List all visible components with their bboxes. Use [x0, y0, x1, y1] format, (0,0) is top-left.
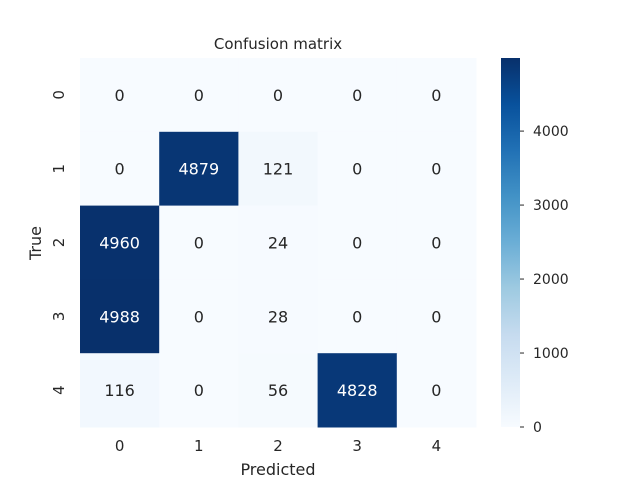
cell-value-label: 0 [431, 160, 441, 179]
y-axis-ticks: 0 1 2 3 4 [50, 90, 68, 395]
heatmap-cell [80, 131, 160, 207]
heatmap-cell [396, 205, 477, 280]
cell-value-label: 0 [115, 160, 125, 179]
heatmap-cell [159, 205, 239, 280]
y-tick-label: 1 [50, 164, 68, 174]
y-tick-label: 2 [50, 238, 68, 248]
heatmap-cell [159, 58, 239, 133]
cell-value-label: 0 [352, 307, 362, 326]
heatmap-cell [396, 279, 477, 354]
cell-value-label: 121 [263, 160, 294, 179]
heatmap-cell [396, 353, 477, 428]
cell-value-label: 0 [194, 86, 204, 105]
colorbar-tick-label: 2000 [533, 272, 569, 288]
y-tick-label: 4 [50, 385, 68, 395]
heatmap-cell [159, 353, 239, 428]
heatmap-cell [317, 353, 398, 428]
heatmap-cell [317, 58, 398, 133]
cell-value-label: 28 [268, 307, 288, 326]
cell-value-label: 0 [352, 86, 362, 105]
cell-value-label: 0 [431, 234, 441, 253]
heatmap-cell-labels: 0 0 0 0 0 0 4879 121 0 0 4960 0 24 0 0 4988 0 28 0 0 116 0 56 4… [99, 86, 441, 400]
heatmap-cells [80, 58, 477, 428]
heatmap-cell [396, 58, 477, 133]
heatmap-cell [317, 205, 398, 280]
heatmap-cell [159, 279, 239, 354]
colorbar-tick-label: 4000 [533, 124, 569, 140]
cell-value-label: 0 [431, 307, 441, 326]
colorbar [501, 58, 520, 427]
heatmap-cell [80, 279, 160, 354]
y-tick-label: 3 [50, 312, 68, 322]
x-axis-ticks: 0 1 2 3 4 [115, 437, 441, 455]
cell-value-label: 4960 [99, 234, 140, 253]
x-tick-label: 0 [115, 437, 125, 455]
cell-value-label: 4879 [178, 160, 219, 179]
heatmap-cell [80, 58, 160, 133]
x-tick-label: 1 [194, 437, 204, 455]
heatmap-cell [80, 205, 160, 280]
cell-value-label: 0 [194, 234, 204, 253]
colorbar-tick-label: 1000 [533, 346, 569, 362]
cell-value-label: 4828 [337, 381, 378, 400]
heatmap-cell [396, 131, 477, 207]
cell-value-label: 116 [104, 381, 135, 400]
colorbar-tick-label: 3000 [533, 198, 569, 214]
cell-value-label: 0 [352, 160, 362, 179]
cell-value-label: 56 [268, 381, 288, 400]
x-tick-label: 4 [432, 437, 442, 455]
cell-value-label: 0 [431, 86, 441, 105]
cell-value-label: 0 [352, 234, 362, 253]
heatmap-cell [238, 131, 319, 207]
y-axis-label: True [26, 226, 45, 261]
x-axis-label: Predicted [240, 460, 315, 479]
cell-value-label: 0 [431, 381, 441, 400]
heatmap-cell [159, 131, 239, 207]
cell-value-label: 0 [194, 381, 204, 400]
cell-value-label: 0 [273, 86, 283, 105]
chart-title: Confusion matrix [214, 35, 342, 53]
heatmap-cell [238, 279, 319, 354]
heatmap-cell [238, 205, 319, 280]
heatmap-cell [238, 58, 319, 133]
cell-value-label: 0 [194, 307, 204, 326]
colorbar-ticks: 0 1000 2000 3000 4000 [520, 124, 569, 436]
y-tick-label: 0 [50, 90, 68, 100]
x-tick-label: 2 [273, 437, 283, 455]
cell-value-label: 4988 [99, 307, 140, 326]
heatmap-cell [80, 353, 160, 428]
x-tick-label: 3 [352, 437, 362, 455]
cell-value-label: 24 [268, 234, 288, 253]
heatmap-cell [317, 131, 398, 207]
cell-value-label: 0 [115, 86, 125, 105]
colorbar-tick-label: 0 [533, 420, 542, 436]
heatmap-cell [317, 279, 398, 354]
heatmap-cell [238, 353, 319, 428]
